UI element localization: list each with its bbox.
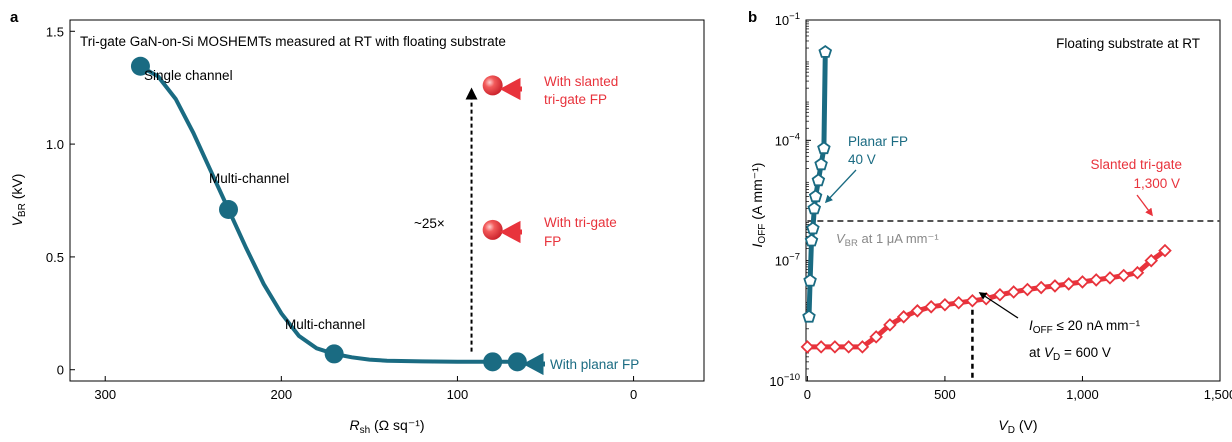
slanted-fp-point bbox=[482, 75, 503, 96]
panel-a-xlabel: Rsh (Ω sq⁻¹) bbox=[349, 417, 424, 436]
slanted-diamond-marker bbox=[1061, 277, 1076, 291]
label-multi-channel-1: Multi-channel bbox=[209, 171, 289, 186]
slanted-diamond-marker bbox=[1075, 275, 1090, 289]
planar-pentagon-marker bbox=[808, 189, 823, 203]
trigate-fp-point bbox=[482, 219, 503, 240]
panel-a-fit-curve bbox=[139, 64, 518, 364]
slanted-diamond-marker bbox=[841, 340, 856, 354]
b-ytick-label: 10−4 bbox=[775, 131, 800, 148]
arrow-planar-b bbox=[824, 169, 857, 204]
arrow-slanted-b bbox=[1136, 194, 1153, 217]
slanted-diamond-marker bbox=[1020, 282, 1035, 297]
label-single-channel: Single channel bbox=[144, 68, 233, 83]
slanted-diamond-marker bbox=[1144, 253, 1159, 268]
slanted-diamond-marker bbox=[869, 330, 883, 344]
slanted-diamond-marker bbox=[828, 340, 842, 354]
mosfet-point bbox=[324, 344, 344, 364]
label-at-vd: at VD = 600 V bbox=[1029, 345, 1111, 363]
panel-b-xlabel: VD (V) bbox=[998, 417, 1037, 436]
slanted-diamond-marker bbox=[1089, 273, 1103, 287]
panel-a: a Tri-gate GaN-on-Si MOSHEMTs measured a… bbox=[9, 9, 705, 436]
panel-a-ylabel: VBR (kV) bbox=[9, 174, 28, 227]
slanted-diamond-marker bbox=[883, 318, 897, 332]
slanted-diamond-marker bbox=[965, 294, 980, 308]
panel-b: b Floating substrate at RT 0 500 1,000 1,50… bbox=[748, 9, 1232, 436]
slanted-diamond-marker bbox=[910, 304, 925, 318]
mosfet-point bbox=[507, 352, 527, 372]
planar-pentagon-marker bbox=[803, 273, 817, 287]
label-slanted-b2: 1,300 V bbox=[1133, 176, 1180, 191]
mosfet-point bbox=[483, 352, 503, 372]
slanted-diamond-marker bbox=[1103, 271, 1117, 285]
panel-b-ylabel: IOFF (A mm⁻¹) bbox=[749, 163, 768, 248]
arrow-trigate-fp bbox=[499, 220, 522, 244]
b-xtick-label: 0 bbox=[804, 387, 811, 402]
label-slanted-b1: Slanted tri-gate bbox=[1090, 157, 1182, 172]
a-ytick-label: 0.5 bbox=[46, 250, 64, 265]
b-xtick-label: 1,500 bbox=[1204, 387, 1232, 402]
label-trigate-fp-1: With tri-gate bbox=[544, 215, 617, 230]
planar-pentagon-marker bbox=[817, 141, 831, 155]
mosfet-point bbox=[219, 200, 238, 220]
b-xtick-label: 500 bbox=[934, 387, 956, 402]
slanted-diamond-marker bbox=[800, 340, 815, 354]
label-ioff: IOFF ≤ 20 nA mm⁻¹ bbox=[1029, 318, 1141, 336]
a-xtick-label: 100 bbox=[447, 387, 469, 402]
b-ytick-label: 10−7 bbox=[775, 252, 800, 269]
panel-b-ticks: 0 500 1,000 1,500 10−10 10−7 10−4 10−1 bbox=[769, 11, 1232, 402]
a-xtick-label: 200 bbox=[270, 387, 292, 402]
slanted-diamond-marker bbox=[1006, 285, 1021, 299]
planar-pentagon-marker bbox=[814, 157, 828, 171]
slanted-diamond-marker bbox=[1130, 265, 1145, 280]
slanted-diamond-marker bbox=[1034, 280, 1048, 295]
a-ytick-label: 1.0 bbox=[46, 137, 64, 152]
slanted-diamond-marker bbox=[814, 340, 828, 354]
label-multi-channel-2: Multi-channel bbox=[285, 317, 365, 332]
planar-pentagon-marker bbox=[802, 309, 816, 323]
panel-b-title: Floating substrate at RT bbox=[1056, 36, 1200, 51]
planar-pentagon-marker bbox=[811, 173, 826, 187]
a-ytick-label: 0 bbox=[57, 363, 64, 378]
arrow-planar-fp bbox=[522, 352, 545, 376]
label-planar-fp: With planar FP bbox=[550, 357, 639, 372]
slanted-diamond-marker bbox=[938, 298, 952, 312]
panel-b-frame bbox=[805, 19, 1221, 382]
planar-pentagon-marker bbox=[818, 44, 833, 58]
panel-a-title: Tri-gate GaN-on-Si MOSHEMTs measured at … bbox=[80, 34, 506, 49]
panel-a-frame bbox=[69, 19, 705, 382]
arrow-slanted-fp bbox=[499, 77, 522, 101]
arrow-ioff bbox=[978, 292, 1019, 319]
label-slanted-fp-1: With slanted bbox=[544, 74, 618, 89]
label-planar-fp-b2: 40 V bbox=[848, 152, 876, 167]
label-slanted-fp-2: tri-gate FP bbox=[544, 92, 607, 107]
slanted-diamond-marker bbox=[1048, 279, 1062, 293]
slanted-diamond-marker bbox=[951, 296, 966, 310]
panel-a-letter: a bbox=[10, 9, 19, 26]
mosfet-point bbox=[130, 56, 150, 76]
a-xtick-label: 300 bbox=[94, 387, 116, 402]
planar-pentagon-marker bbox=[806, 221, 820, 235]
slanted-diamond-marker bbox=[1116, 268, 1131, 283]
planar-pentagon-marker bbox=[804, 233, 819, 247]
planar-pentagon-marker bbox=[807, 201, 822, 215]
label-planar-fp-b1: Planar FP bbox=[848, 134, 908, 149]
slanted-diamond-marker bbox=[896, 310, 911, 324]
panel-b-letter: b bbox=[748, 9, 757, 26]
slanted-diamond-marker bbox=[924, 300, 938, 314]
a-xtick-label: 0 bbox=[630, 387, 637, 402]
label-vbr-threshold: VBR at 1 μA mm⁻¹ bbox=[836, 231, 939, 249]
improvement-label: ~25× bbox=[414, 216, 445, 231]
b-ytick-label: 10−10 bbox=[769, 372, 800, 389]
slanted-diamond-marker bbox=[855, 340, 870, 354]
b-ytick-label: 10−1 bbox=[775, 11, 800, 28]
slanted-diamond-marker bbox=[1158, 243, 1172, 258]
label-trigate-fp-2: FP bbox=[544, 234, 561, 249]
a-ytick-label: 1.5 bbox=[46, 24, 64, 39]
panel-a-ticks: 300 200 100 0 0 0.5 1.0 1.5 bbox=[46, 24, 637, 402]
b-xtick-label: 1,000 bbox=[1066, 387, 1099, 402]
slanted-diamond-marker bbox=[993, 287, 1007, 302]
